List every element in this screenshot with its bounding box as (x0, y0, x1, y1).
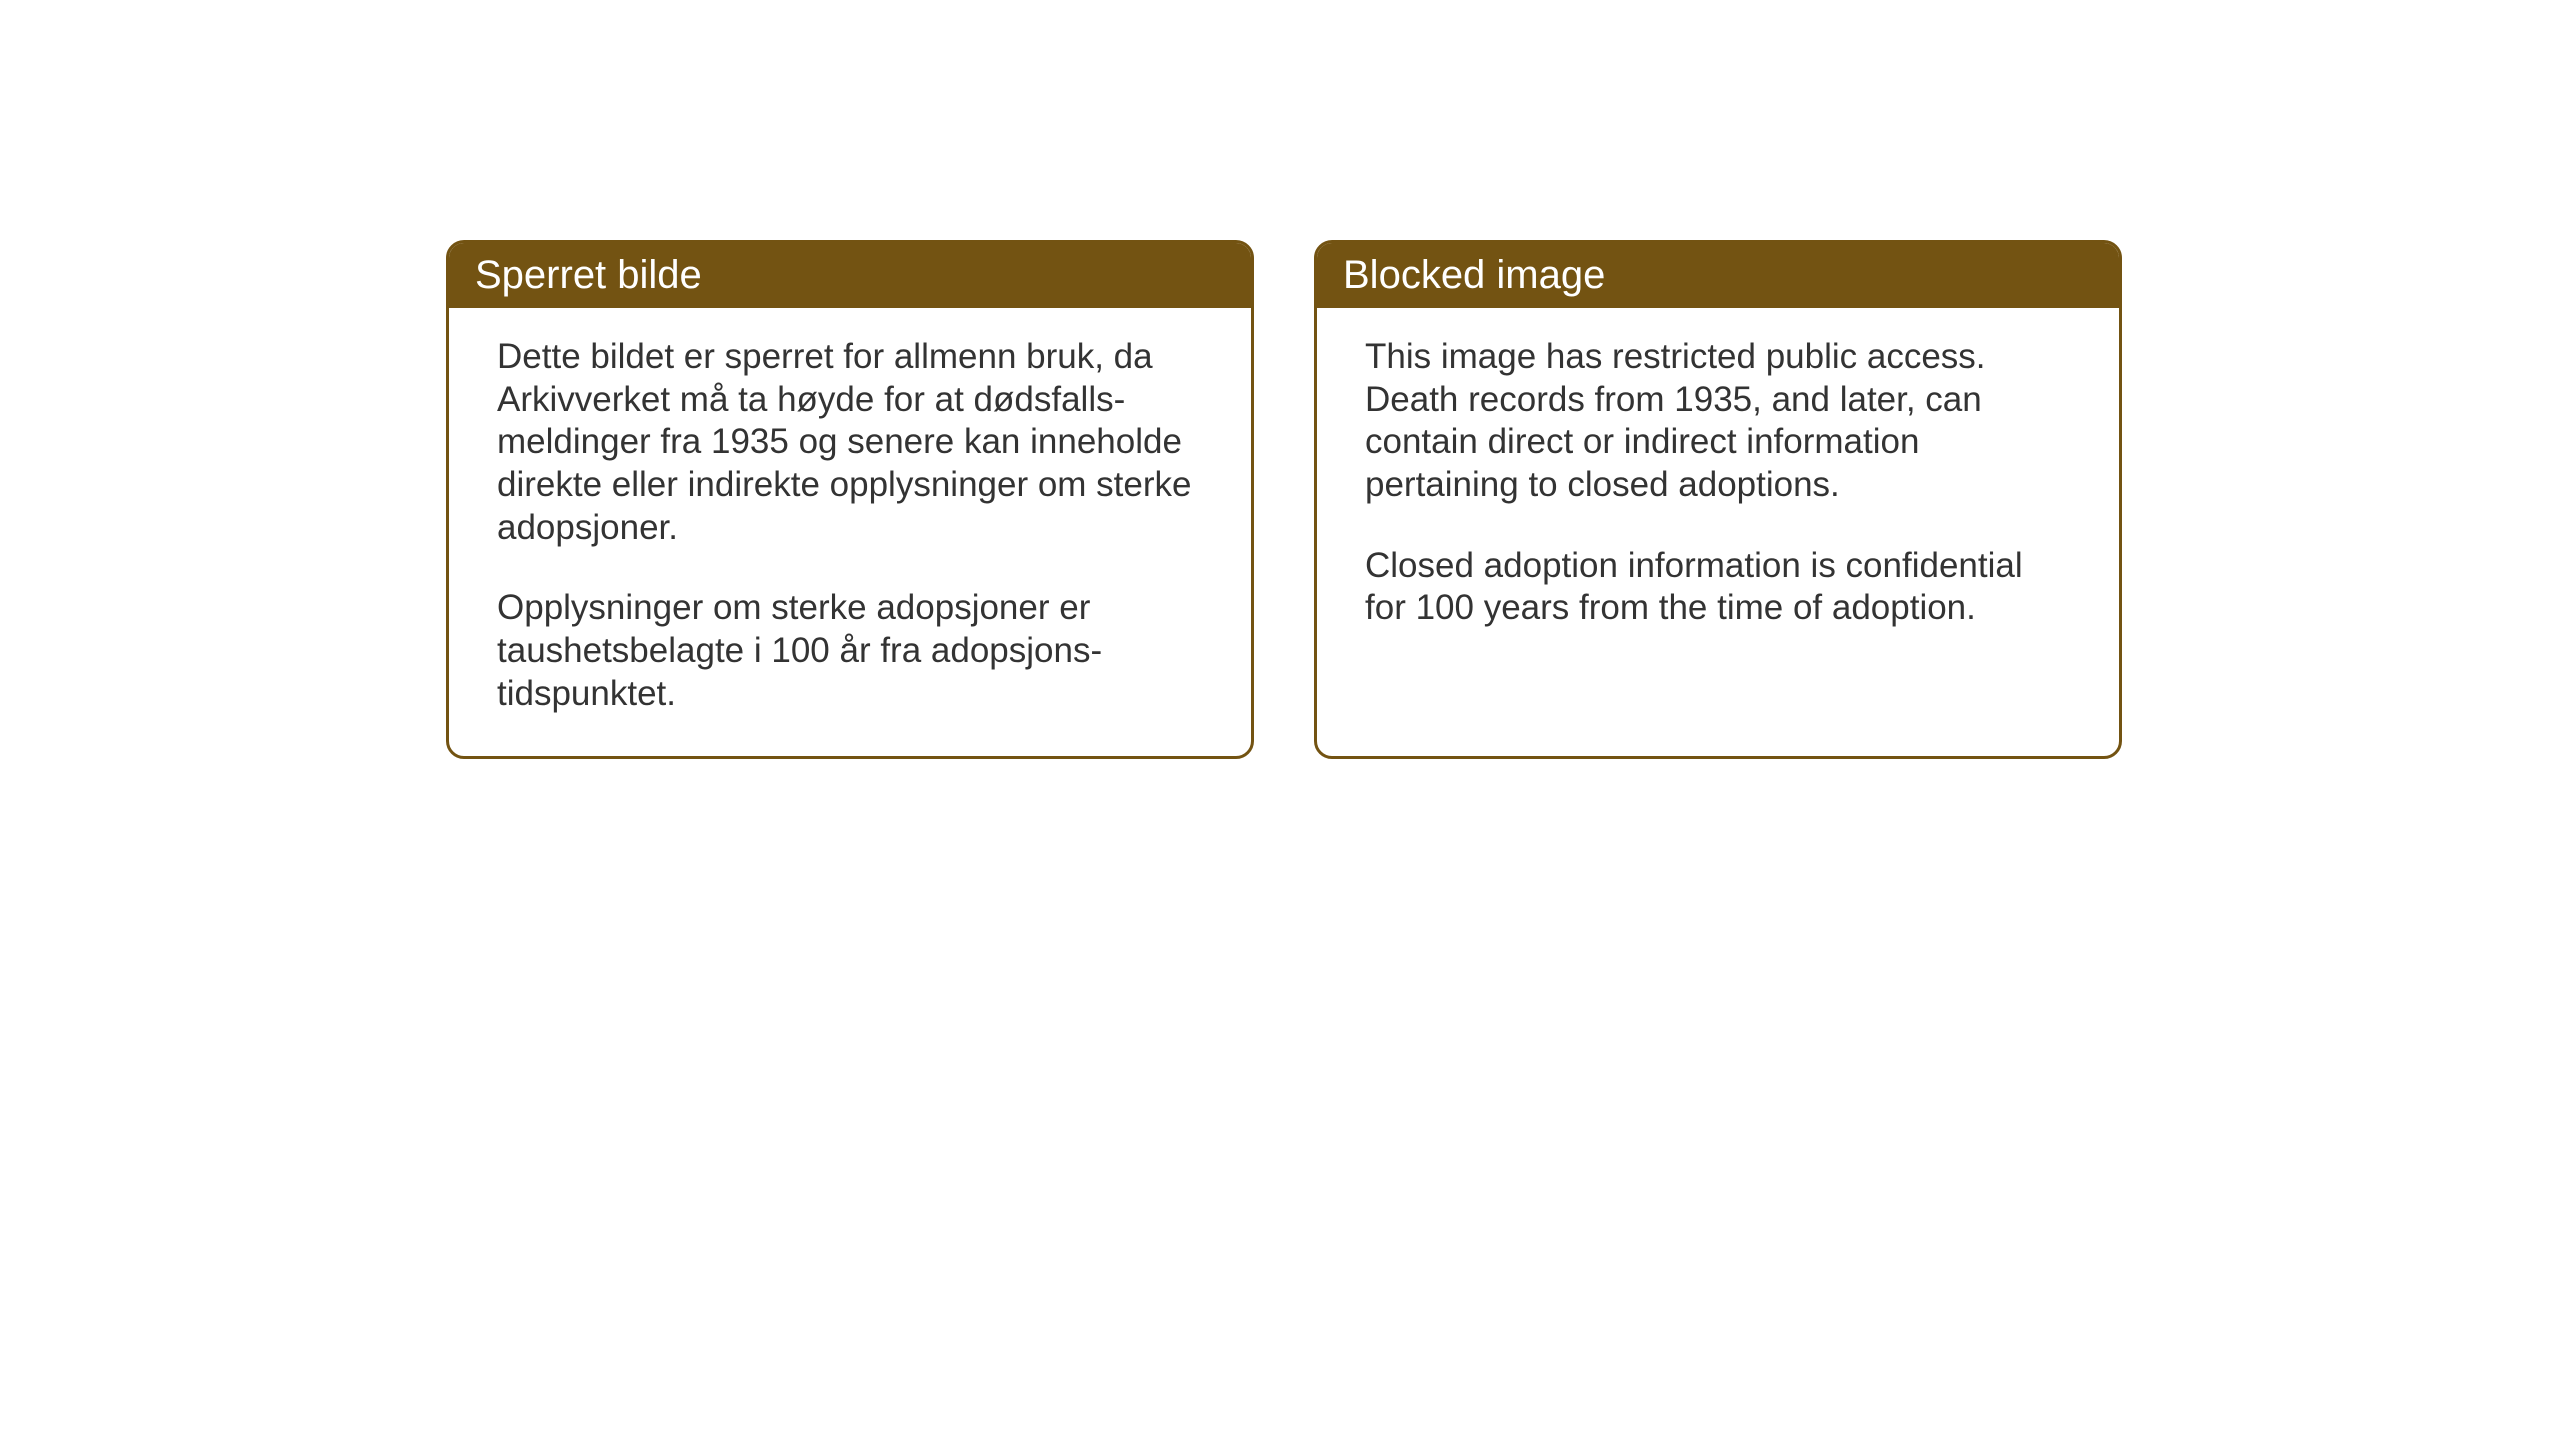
notice-title: Sperret bilde (475, 253, 702, 297)
notice-paragraph: Opplysninger om sterke adopsjoner er tau… (497, 587, 1203, 715)
notice-body-norwegian: Dette bildet er sperret for allmenn bruk… (449, 308, 1251, 756)
notice-body-english: This image has restricted public access.… (1317, 308, 2119, 748)
notice-box-english: Blocked image This image has restricted … (1314, 240, 2122, 759)
notice-header-english: Blocked image (1317, 243, 2119, 308)
notice-paragraph: This image has restricted public access.… (1365, 336, 2071, 507)
notice-title: Blocked image (1343, 253, 1605, 297)
notice-header-norwegian: Sperret bilde (449, 243, 1251, 308)
notice-box-norwegian: Sperret bilde Dette bildet er sperret fo… (446, 240, 1254, 759)
notice-paragraph: Closed adoption information is confident… (1365, 545, 2071, 630)
notice-container: Sperret bilde Dette bildet er sperret fo… (446, 240, 2122, 759)
notice-paragraph: Dette bildet er sperret for allmenn bruk… (497, 336, 1203, 549)
